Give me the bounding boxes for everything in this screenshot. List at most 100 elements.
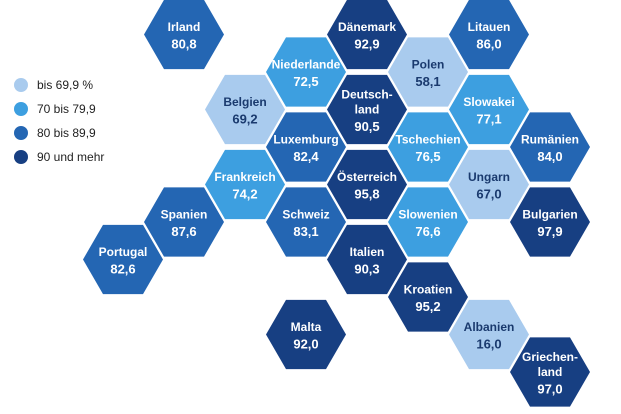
- hex-value-oesterreich: 95,8: [354, 187, 379, 202]
- legend-label-band-1: 70 bis 79,9: [37, 101, 96, 116]
- hex-name-rumaenien: Rumänien: [521, 133, 579, 147]
- hex-shape-daenemark: [327, 0, 407, 70]
- hex-bulgarien: Bulgarien 97,9: [510, 187, 590, 257]
- hex-name-italien: Italien: [350, 245, 385, 259]
- hex-slowakei: Slowakei 77,1: [449, 74, 529, 145]
- hex-value-slowenien: 76,6: [415, 224, 440, 239]
- hex-value-rumaenien: 84,0: [537, 149, 562, 164]
- hex-name-deutsch-land-line-1: land: [355, 103, 380, 117]
- hex-daenemark: Dänemark 92,9: [327, 0, 407, 70]
- hex-value-italien: 90,3: [354, 262, 379, 277]
- hex-value-luxemburg: 82,4: [293, 149, 319, 164]
- legend-item-band-3: 90 und mehr: [14, 148, 104, 165]
- hex-name-irland: Irland: [168, 20, 201, 34]
- hex-name-deutsch-land-line-0: Deutsch-: [341, 88, 392, 102]
- hex-value-irland: 80,8: [171, 37, 196, 52]
- hex-value-spanien: 87,6: [171, 224, 196, 239]
- hex-shape-litauen: [449, 0, 529, 70]
- legend-item-band-2: 80 bis 89,9: [14, 124, 104, 141]
- hex-shape-italien: [327, 224, 407, 295]
- hex-name-griechen-land-line-1: land: [538, 365, 563, 379]
- hex-shape-schweiz: [266, 187, 346, 257]
- hex-value-frankreich: 74,2: [232, 187, 257, 202]
- hex-name-spanien: Spanien: [161, 208, 208, 222]
- hex-malta: Malta 92,0: [266, 299, 346, 370]
- hex-value-slowakei: 77,1: [476, 112, 501, 127]
- hex-shape-kroatien: [388, 262, 468, 332]
- hex-shape-frankreich: [205, 149, 285, 220]
- hex-name-slowakei: Slowakei: [463, 95, 514, 109]
- hex-litauen: Litauen 86,0: [449, 0, 529, 70]
- hex-belgien: Belgien 69,2: [205, 74, 285, 145]
- hex-name-niederlande: Niederlande: [272, 58, 341, 72]
- hex-name-litauen: Litauen: [468, 20, 511, 34]
- hex-frankreich: Frankreich 74,2: [205, 149, 285, 220]
- hex-shape-oesterreich: [327, 149, 407, 220]
- hex-tschechien: Tschechien 76,5: [388, 112, 468, 182]
- hex-portugal: Portugal 82,6: [83, 224, 163, 295]
- hex-shape-luxemburg: [266, 112, 346, 182]
- hex-griechen-land: Griechen-land 97,0: [510, 337, 590, 407]
- hex-name-albanien: Albanien: [464, 320, 515, 334]
- legend-label-band-0: bis 69,9 %: [37, 77, 94, 92]
- hex-ungarn: Ungarn 67,0: [449, 149, 529, 220]
- legend-swatch-band-2: [14, 125, 28, 140]
- hex-shape-slowakei: [449, 74, 529, 145]
- hex-value-deutsch-land: 90,5: [354, 119, 379, 134]
- hex-value-bulgarien: 97,9: [537, 224, 562, 239]
- hex-slowenien: Slowenien 76,6: [388, 187, 468, 257]
- legend-item-band-1: 70 bis 79,9: [14, 100, 104, 117]
- legend-label-band-2: 80 bis 89,9: [37, 125, 96, 140]
- hex-name-tschechien: Tschechien: [395, 133, 460, 147]
- hex-luxemburg: Luxemburg 82,4: [266, 112, 346, 182]
- hex-name-polen: Polen: [412, 58, 445, 72]
- hex-polen: Polen 58,1: [388, 37, 468, 107]
- hex-shape-niederlande: [266, 37, 346, 107]
- legend-swatch-band-1: [14, 101, 28, 116]
- hex-value-ungarn: 67,0: [476, 187, 501, 202]
- hex-value-albanien: 16,0: [476, 337, 501, 352]
- hex-value-tschechien: 76,5: [415, 149, 440, 164]
- legend: bis 69,9 % 70 bis 79,9 80 bis 89,9 90 un…: [14, 76, 104, 172]
- hex-value-litauen: 86,0: [476, 37, 501, 52]
- hex-shape-bulgarien: [510, 187, 590, 257]
- hex-shape-tschechien: [388, 112, 468, 182]
- hex-shape-spanien: [144, 187, 224, 257]
- hex-name-belgien: Belgien: [223, 95, 266, 109]
- hex-name-ungarn: Ungarn: [468, 170, 510, 184]
- hex-name-malta: Malta: [291, 320, 322, 334]
- hex-name-schweiz: Schweiz: [282, 208, 329, 222]
- legend-swatch-band-0: [14, 77, 28, 92]
- hex-oesterreich: Österreich 95,8: [327, 149, 407, 220]
- hex-shape-portugal: [83, 224, 163, 295]
- hex-irland: Irland 80,8: [144, 0, 224, 70]
- hex-albanien: Albanien 16,0: [449, 299, 529, 370]
- hex-value-polen: 58,1: [415, 74, 440, 89]
- hex-shape-albanien: [449, 299, 529, 370]
- hex-rumaenien: Rumänien 84,0: [510, 112, 590, 182]
- hex-name-oesterreich: Österreich: [337, 169, 397, 184]
- hex-value-malta: 92,0: [293, 337, 318, 352]
- hex-italien: Italien 90,3: [327, 224, 407, 295]
- hex-value-kroatien: 95,2: [415, 299, 440, 314]
- hex-value-daenemark: 92,9: [354, 37, 379, 52]
- hex-name-bulgarien: Bulgarien: [522, 208, 577, 222]
- hex-shape-griechen-land: [510, 337, 590, 407]
- hex-shape-rumaenien: [510, 112, 590, 182]
- legend-label-band-3: 90 und mehr: [37, 149, 105, 164]
- hex-shape-ungarn: [449, 149, 529, 220]
- hex-name-slowenien: Slowenien: [398, 208, 457, 222]
- legend-swatch-band-3: [14, 149, 28, 164]
- hex-name-daenemark: Dänemark: [338, 20, 396, 34]
- hex-spanien: Spanien 87,6: [144, 187, 224, 257]
- hex-value-griechen-land: 97,0: [537, 382, 562, 397]
- hex-value-portugal: 82,6: [110, 262, 135, 277]
- hex-shape-malta: [266, 299, 346, 370]
- hex-value-niederlande: 72,5: [293, 74, 318, 89]
- hex-deutsch-land: Deutsch-land 90,5: [327, 74, 407, 145]
- hex-shape-deutsch-land: [327, 74, 407, 145]
- hex-value-schweiz: 83,1: [293, 224, 318, 239]
- hex-name-luxemburg: Luxemburg: [273, 133, 338, 147]
- hex-shape-polen: [388, 37, 468, 107]
